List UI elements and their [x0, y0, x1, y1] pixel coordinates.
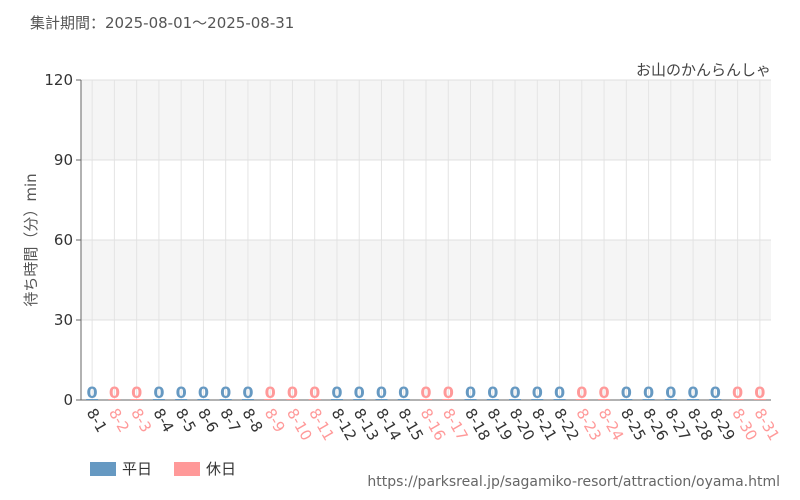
bar-value-label: 0 [688, 383, 699, 402]
bar-value-label: 0 [420, 383, 431, 402]
legend: 平日 休日 [90, 458, 236, 479]
bar-value-label: 0 [443, 383, 454, 402]
chart-title: お山のかんらんしゃ [636, 61, 771, 79]
bar [308, 399, 321, 400]
period-label: 集計期間：2025-08-01～2025-08-31 [30, 14, 295, 32]
bar-value-label: 0 [710, 383, 721, 402]
bar-value-label: 0 [665, 383, 676, 402]
bar [330, 399, 343, 400]
bar-value-label: 0 [598, 383, 609, 402]
x-tick-label: 8-3 [127, 405, 155, 435]
bar-value-label: 0 [354, 383, 365, 402]
bar-value-label: 0 [176, 383, 187, 402]
source-url[interactable]: https://parksreal.jp/sagamiko-resort/att… [367, 474, 780, 490]
bar [753, 399, 766, 400]
bar [687, 399, 700, 400]
x-tick-label: 8-8 [239, 405, 267, 435]
y-tick-label: 60 [54, 231, 73, 249]
bar-value-label: 0 [732, 383, 743, 402]
bar [375, 399, 388, 400]
x-tick-label: 8-4 [150, 405, 178, 435]
bar [598, 399, 611, 400]
bar [286, 399, 299, 400]
bar [509, 399, 522, 400]
legend-swatch-holiday [174, 461, 201, 476]
x-tick-label: 8-7 [216, 405, 244, 435]
bar-value-label: 0 [376, 383, 387, 402]
bar [486, 399, 499, 400]
bar-value-label: 0 [398, 383, 409, 402]
bar [86, 399, 99, 400]
y-tick-label: 90 [54, 151, 73, 169]
bar-value-label: 0 [465, 383, 476, 402]
bar-value-label: 0 [242, 383, 253, 402]
bar-value-label: 0 [87, 383, 98, 402]
bar [620, 399, 633, 400]
y-axis-label: 待ち時間（分）min [22, 173, 40, 306]
bar-value-label: 0 [131, 383, 142, 402]
legend-label-weekday: 平日 [122, 460, 153, 478]
bar-value-label: 0 [198, 383, 209, 402]
bar [130, 399, 143, 400]
x-tick-label: 8-2 [105, 405, 133, 435]
bar [553, 399, 566, 400]
bar-value-label: 0 [621, 383, 632, 402]
bar-value-label: 0 [287, 383, 298, 402]
x-tick-label: 8-1 [83, 405, 111, 435]
bar [709, 399, 722, 400]
bar [397, 399, 410, 400]
bar [642, 399, 655, 400]
bar-value-label: 0 [754, 383, 765, 402]
legend-item-weekday[interactable]: 平日 [90, 458, 152, 479]
bar [420, 399, 432, 400]
x-tick-label: 8-9 [261, 405, 289, 435]
bar-value-label: 0 [487, 383, 498, 402]
bar [575, 399, 588, 400]
y-tick-label: 120 [44, 71, 73, 89]
bar [241, 399, 254, 400]
legend-label-holiday: 休日 [206, 460, 237, 478]
bar [464, 399, 477, 400]
bar [353, 399, 366, 400]
bar-value-label: 0 [153, 383, 164, 402]
bar [264, 399, 277, 400]
y-tick-label: 0 [63, 391, 73, 409]
bar-value-label: 0 [220, 383, 231, 402]
bar-value-label: 0 [532, 383, 543, 402]
bar [664, 399, 677, 400]
bar-value-label: 0 [554, 383, 565, 402]
bar-value-label: 0 [576, 383, 587, 402]
bar-value-label: 0 [509, 383, 520, 402]
bar-value-label: 0 [265, 383, 276, 402]
x-tick-label: 8-5 [172, 405, 200, 435]
bar [108, 399, 121, 400]
x-tick-label: 8-6 [194, 405, 222, 435]
bar [152, 399, 165, 400]
bar [197, 399, 210, 400]
y-tick-label: 30 [54, 311, 73, 329]
bar [175, 399, 188, 400]
bar-value-label: 0 [643, 383, 654, 402]
bar [731, 399, 744, 400]
bar [442, 399, 455, 400]
bar-value-label: 0 [109, 383, 120, 402]
bar-value-label: 0 [331, 383, 342, 402]
legend-item-holiday[interactable]: 休日 [174, 458, 236, 479]
bar [219, 399, 232, 400]
bar-value-label: 0 [309, 383, 320, 402]
legend-swatch-weekday [90, 461, 116, 476]
bar [531, 399, 544, 400]
